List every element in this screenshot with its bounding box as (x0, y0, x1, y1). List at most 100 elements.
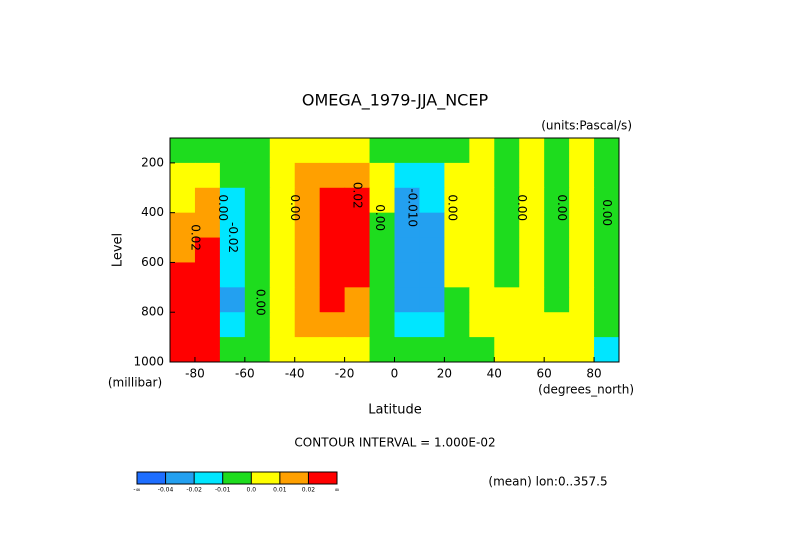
cell (319, 212, 346, 239)
colorbar-label: -∞ (133, 487, 140, 494)
cell (244, 237, 271, 263)
cell (394, 287, 420, 313)
cell (444, 337, 470, 363)
cell (294, 162, 321, 189)
colorbar-swatch (222, 472, 252, 484)
contour-label: 0.02 (188, 224, 202, 251)
cell (269, 138, 296, 164)
cell (344, 162, 371, 189)
cell (544, 237, 570, 263)
cell (469, 138, 495, 164)
cell (544, 162, 570, 189)
contour-label: 0.00 (253, 289, 267, 316)
cell (494, 138, 520, 164)
cell (469, 162, 495, 189)
cell (519, 212, 545, 239)
cell (194, 187, 221, 214)
cell (469, 187, 495, 214)
cell (170, 162, 196, 189)
cell (544, 187, 570, 214)
cell (594, 262, 620, 288)
cell (444, 162, 470, 189)
cell (319, 337, 346, 363)
cell (419, 337, 445, 363)
cell (444, 312, 470, 338)
cell (244, 312, 271, 338)
cell (444, 187, 470, 214)
cell (594, 237, 620, 263)
cell (319, 162, 346, 189)
cell (170, 337, 196, 363)
colorbar-label: -0.04 (158, 487, 174, 494)
cell (469, 262, 495, 288)
note: (mean) lon:0..357.5 (488, 475, 607, 489)
x-tick-label: 60 (537, 367, 552, 381)
cell (469, 287, 495, 313)
units: (units:Pascal/s) (541, 119, 632, 133)
colorbar-swatch (194, 472, 223, 484)
x-tick-label: -20 (335, 367, 355, 381)
cell (519, 337, 545, 363)
y-tick-label: 800 (141, 305, 164, 319)
cell (469, 237, 495, 263)
y-tick-label: 200 (141, 155, 164, 169)
cell (444, 287, 470, 313)
cell (319, 138, 346, 164)
x-tick-label: 0 (391, 367, 399, 381)
colorbar-label: -0.01 (215, 487, 231, 494)
cell (419, 237, 445, 263)
chart-title: OMEGA_1979-JJA_NCEP (302, 91, 489, 111)
cell (269, 312, 296, 338)
x-tick-label: -80 (185, 367, 205, 381)
cell (569, 212, 595, 239)
cell (394, 138, 420, 164)
cell (394, 162, 420, 189)
cell (294, 187, 321, 214)
cell (244, 212, 271, 239)
cell (269, 237, 296, 263)
x-axis-label: Latitude (368, 403, 422, 418)
cell (369, 287, 395, 313)
cell (569, 187, 595, 214)
x-tick-label: 80 (586, 367, 601, 381)
y-tick-label: 400 (141, 205, 164, 219)
cell (194, 262, 221, 288)
cell (294, 212, 321, 239)
cell (594, 138, 620, 164)
cell (419, 138, 445, 164)
cell (294, 337, 321, 363)
cell (594, 162, 620, 189)
contour-label: -0.02 (226, 222, 240, 253)
cell (194, 212, 221, 239)
cell (194, 287, 221, 313)
cell (419, 262, 445, 288)
cell (219, 287, 246, 313)
cell (519, 312, 545, 338)
contour-label: 0.00 (445, 194, 459, 221)
cell (494, 237, 520, 263)
cell (394, 262, 420, 288)
contour-label: 0.00 (600, 199, 614, 226)
cell (594, 187, 620, 214)
cell (244, 162, 271, 189)
colorbar-label: 0.0 (247, 487, 257, 494)
cell (194, 162, 221, 189)
colorbar-label: 0.01 (273, 487, 287, 494)
cell (369, 187, 395, 214)
cell (494, 262, 520, 288)
cell (369, 162, 395, 189)
cell (344, 212, 371, 239)
cell (244, 138, 271, 164)
cell (170, 237, 196, 263)
cell (269, 212, 296, 239)
contour-label: 0.00 (555, 194, 569, 221)
cell (269, 187, 296, 214)
cell (494, 287, 520, 313)
cell (219, 337, 246, 363)
cell (569, 138, 595, 164)
cell (294, 138, 321, 164)
cell (369, 138, 395, 164)
contour-label: 0.00 (288, 194, 302, 221)
cell (170, 262, 196, 288)
